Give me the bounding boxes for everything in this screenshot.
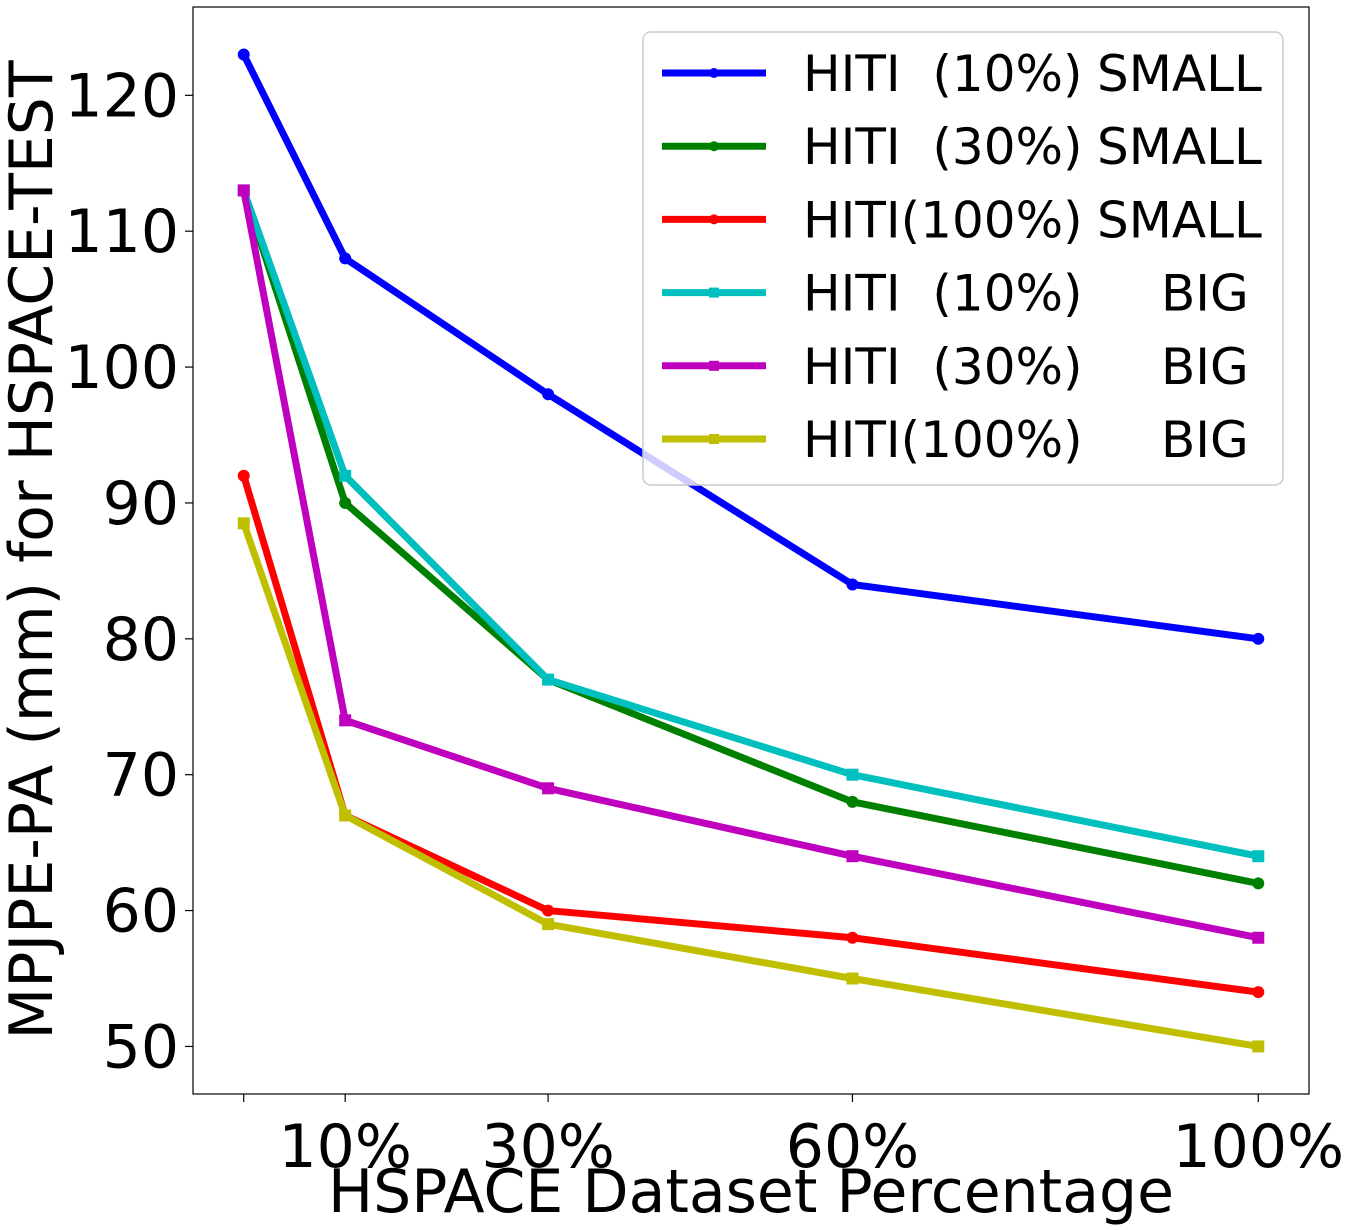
legend-swatch-marker — [709, 287, 719, 298]
data-point — [339, 496, 352, 509]
legend-entry-hiti-100-big: HITI(100%) BIG — [662, 411, 1249, 469]
y-axis: 50 60 70 80 90 100 110 120 — [64, 61, 193, 1082]
legend-swatch-marker — [709, 434, 719, 444]
data-point — [846, 795, 859, 808]
legend-model-label: HITI (10%) — [803, 45, 1083, 103]
x-tick-label: 100% — [1172, 1112, 1344, 1182]
data-point — [542, 918, 555, 931]
y-tick-label: 60 — [103, 877, 179, 947]
series-layer — [237, 48, 1265, 1053]
plot-frame — [192, 6, 1310, 1095]
data-point — [339, 714, 352, 727]
x-tick-label: 10% — [279, 1112, 412, 1182]
y-tick-label: 90 — [103, 469, 179, 539]
series-hiti-10-small — [237, 48, 1265, 645]
legend-entry-hiti-10-small: HITI (10%) SMALL — [662, 45, 1262, 103]
data-point — [1252, 931, 1265, 944]
data-point — [339, 809, 352, 822]
x-tick-label: 60% — [786, 1112, 919, 1182]
legend-box — [642, 31, 1284, 486]
legend-model-label: HITI(100%) — [803, 191, 1083, 249]
legend-swatch-marker — [709, 360, 719, 371]
y-tick-label: 70 — [103, 741, 179, 811]
legend-size-label: SMALL — [1097, 45, 1262, 103]
series-hiti-30-big — [237, 184, 1265, 944]
legend-swatch-marker — [709, 141, 719, 152]
data-point — [237, 184, 250, 197]
legend-model-label: HITI (30%) — [803, 338, 1083, 396]
y-tick-label: 50 — [103, 1012, 179, 1082]
data-point — [339, 252, 352, 265]
legend-size-label: SMALL — [1097, 118, 1262, 176]
legend-entry-hiti-10-big: HITI (10%) BIG — [662, 265, 1249, 323]
data-point — [1252, 632, 1265, 645]
legend-model-label: HITI (10%) — [803, 265, 1083, 323]
y-axis-label: MPJPE-PA (mm) for HSPACE-TEST — [0, 60, 67, 1039]
series-hiti-100-big — [237, 517, 1265, 1053]
data-point — [846, 578, 859, 591]
y-tick-label: 120 — [64, 61, 179, 131]
legend-model-label: HITI(100%) — [803, 411, 1083, 469]
data-point — [339, 469, 352, 482]
legend-entry-hiti-30-big: HITI (30%) BIG — [662, 338, 1249, 396]
legend-size-label: BIG — [1161, 338, 1249, 396]
x-tick-label: 30% — [481, 1112, 614, 1182]
data-point — [846, 972, 859, 985]
legend-entry-hiti-100-small: HITI(100%) SMALL — [662, 191, 1262, 249]
y-tick-label: 80 — [103, 605, 179, 675]
data-point — [237, 517, 250, 530]
data-point — [1252, 850, 1265, 863]
data-point — [846, 768, 859, 781]
data-point — [542, 388, 555, 401]
data-point — [846, 850, 859, 863]
legend-model-label: HITI (30%) — [803, 118, 1083, 176]
data-point — [846, 931, 859, 944]
x-axis: 10% 30% 60% 100% — [243, 1094, 1344, 1182]
legend-swatch-marker — [709, 68, 719, 78]
data-point — [542, 673, 555, 686]
x-axis-label: HSPACE Dataset Percentage — [328, 1157, 1174, 1227]
y-tick-label: 110 — [64, 197, 179, 267]
data-point — [1252, 986, 1265, 999]
data-point — [1252, 877, 1265, 890]
y-tick-label: 100 — [64, 333, 179, 403]
legend-entry-hiti-30-small: HITI (30%) SMALL — [662, 118, 1262, 176]
data-point — [237, 469, 250, 482]
data-point — [542, 782, 555, 795]
data-point — [237, 48, 250, 61]
data-point — [542, 904, 555, 917]
legend-size-label: BIG — [1161, 411, 1249, 469]
data-point — [1252, 1040, 1265, 1053]
legend-swatch-marker — [709, 214, 719, 225]
legend-size-label: BIG — [1161, 265, 1249, 323]
series-line — [240, 519, 1262, 1050]
legend-size-label: SMALL — [1097, 191, 1262, 249]
